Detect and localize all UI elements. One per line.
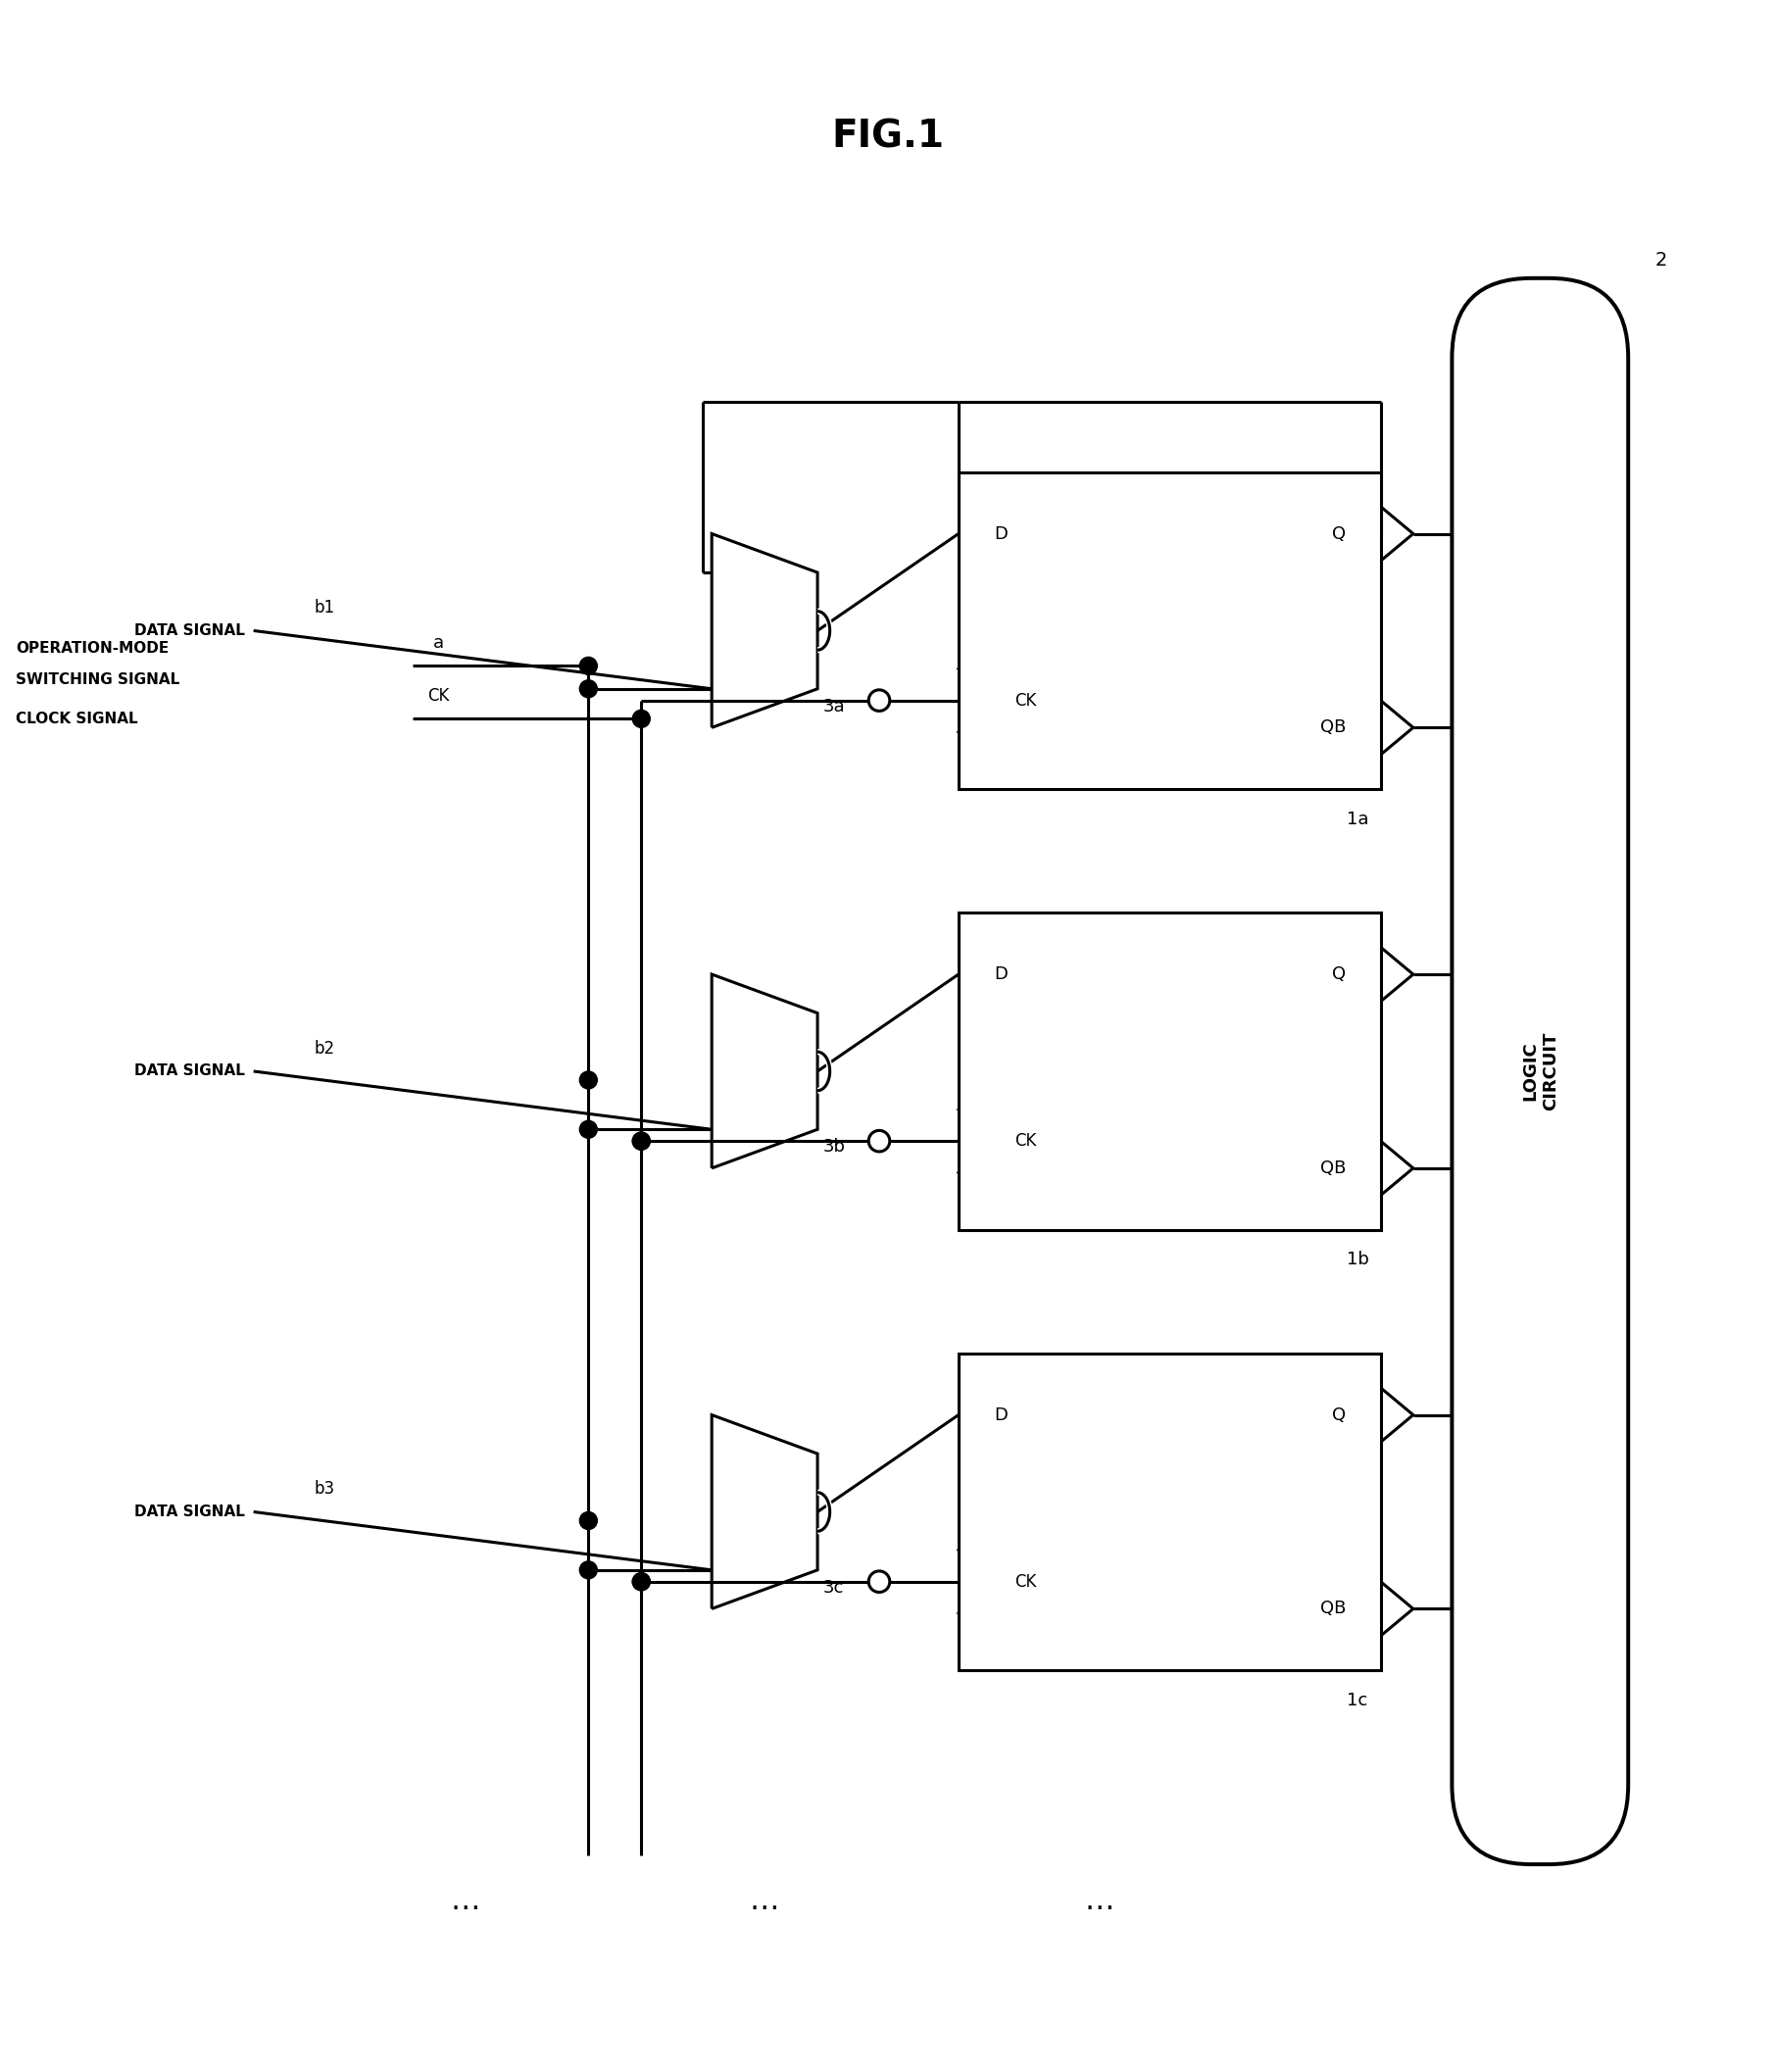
Circle shape [579,1560,597,1579]
Text: Q: Q [1332,1407,1346,1423]
Text: QB: QB [1320,719,1346,736]
Circle shape [632,1131,650,1150]
Text: a: a [433,634,444,653]
Text: 1c: 1c [1346,1691,1368,1709]
Circle shape [632,1573,650,1591]
Text: D: D [995,966,1007,982]
Circle shape [868,1571,890,1591]
Circle shape [632,1573,650,1591]
Text: CK: CK [428,688,449,704]
Circle shape [868,1131,890,1152]
FancyBboxPatch shape [1453,278,1629,1865]
Text: 3c: 3c [822,1579,844,1595]
Text: CK: CK [1014,1131,1037,1150]
Text: FIG.1: FIG.1 [831,118,945,155]
Text: QB: QB [1320,1160,1346,1177]
Text: 3b: 3b [822,1138,845,1156]
Text: DATA SIGNAL: DATA SIGNAL [135,1063,245,1080]
Text: 2: 2 [1655,251,1666,269]
Circle shape [579,657,597,675]
Text: 3a: 3a [822,698,845,715]
Circle shape [632,711,650,727]
Text: CLOCK SIGNAL: CLOCK SIGNAL [16,711,139,725]
Text: QB: QB [1320,1600,1346,1618]
Bar [959,912,1382,1231]
Text: ⋯: ⋯ [449,1894,480,1923]
Text: LOGIC
CIRCUIT: LOGIC CIRCUIT [1520,1032,1559,1111]
Circle shape [579,1513,597,1529]
Text: Q: Q [1332,524,1346,543]
Text: b1: b1 [314,599,334,617]
Text: DATA SIGNAL: DATA SIGNAL [135,1504,245,1519]
Text: 1a: 1a [1346,810,1368,829]
Text: ⋯: ⋯ [1085,1894,1114,1923]
Circle shape [868,690,890,711]
Circle shape [579,1071,597,1090]
Text: b2: b2 [314,1040,334,1057]
Circle shape [632,1131,650,1150]
Text: CK: CK [1014,1573,1037,1591]
Text: DATA SIGNAL: DATA SIGNAL [135,624,245,638]
Text: b3: b3 [314,1479,334,1498]
Text: D: D [995,1407,1007,1423]
Circle shape [579,680,597,698]
Text: Q: Q [1332,966,1346,982]
Text: D: D [995,524,1007,543]
Text: 1b: 1b [1346,1251,1369,1268]
Bar [959,1353,1382,1670]
Text: OPERATION-MODE: OPERATION-MODE [16,640,169,655]
Text: SWITCHING SIGNAL: SWITCHING SIGNAL [16,673,179,688]
Text: CK: CK [1014,692,1037,709]
Circle shape [579,1121,597,1138]
Text: ⋯: ⋯ [749,1894,780,1923]
Bar [959,472,1382,789]
